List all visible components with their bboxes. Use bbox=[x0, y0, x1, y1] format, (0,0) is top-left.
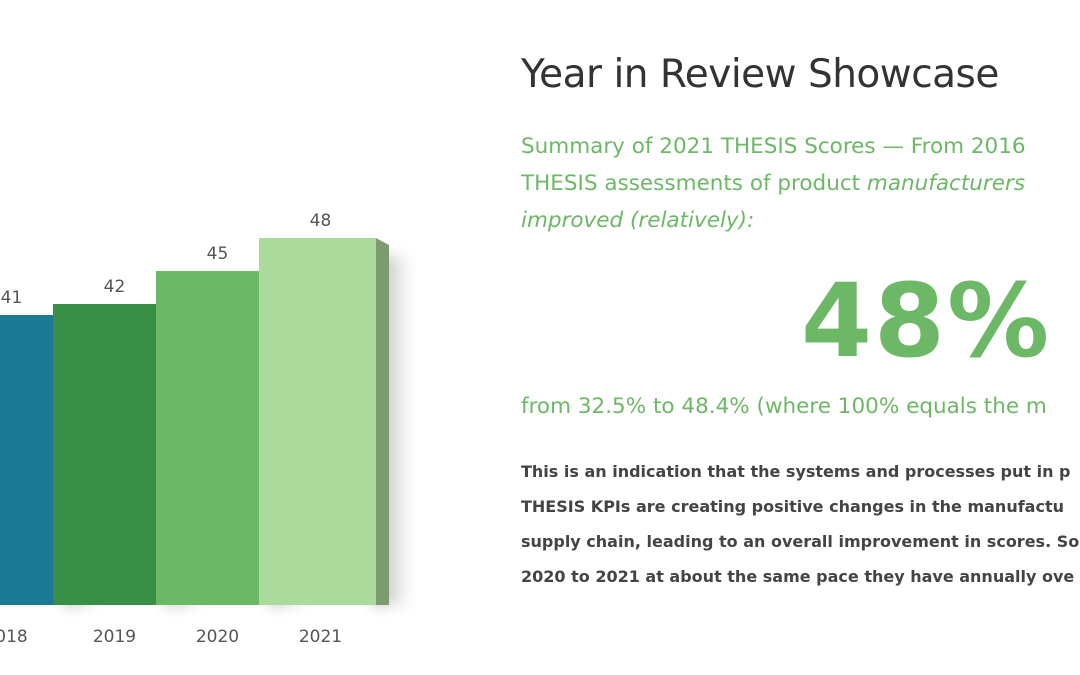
summary-line-3-emphasis: improved (relatively): bbox=[521, 208, 755, 233]
bar-value-label: 48 bbox=[310, 211, 332, 231]
summary-line-1: Summary of 2021 THESIS Scores — From 201… bbox=[521, 134, 1026, 159]
page-title: Year in Review Showcase bbox=[521, 52, 999, 97]
x-tick-label: 2020 bbox=[196, 627, 239, 647]
bar-value-label: 45 bbox=[207, 244, 229, 264]
body-line-2: THESIS KPIs are creating positive change… bbox=[521, 497, 1064, 516]
bar-value-label: 42 bbox=[104, 277, 126, 297]
summary-line-3: improved (relatively): bbox=[521, 202, 1080, 239]
x-tick-label: 018 bbox=[0, 627, 28, 647]
summary-line-2-emphasis: manufacturers bbox=[866, 171, 1026, 196]
bar-chart: 41 018 42 2019 45 2020 48 2021 bbox=[0, 0, 480, 675]
bar-2020 bbox=[156, 271, 273, 605]
bar-value-label: 41 bbox=[1, 288, 23, 308]
summary-text: Summary of 2021 THESIS Scores — From 201… bbox=[521, 128, 1080, 239]
x-tick-label: 2019 bbox=[93, 627, 136, 647]
body-line-1: This is an indication that the systems a… bbox=[521, 462, 1071, 481]
bar-2019 bbox=[53, 304, 170, 605]
bar-2021 bbox=[259, 238, 376, 605]
bar-chart-svg: 41 018 42 2019 45 2020 48 2021 bbox=[0, 211, 410, 647]
body-paragraph: This is an indication that the systems a… bbox=[521, 454, 1080, 594]
summary-line-2: THESIS assessments of product manufactur… bbox=[521, 165, 1080, 202]
body-line-4: 2020 to 2021 at about the same pace they… bbox=[521, 567, 1075, 586]
x-tick-label: 2021 bbox=[299, 627, 342, 647]
body-line-3: supply chain, leading to an overall impr… bbox=[521, 532, 1080, 551]
big-percentage: 48% bbox=[801, 262, 1052, 381]
summary-line-2-text: THESIS assessments of product bbox=[521, 171, 867, 196]
from-to-text: from 32.5% to 48.4% (where 100% equals t… bbox=[521, 394, 1047, 419]
bar-side-2021 bbox=[376, 238, 389, 605]
